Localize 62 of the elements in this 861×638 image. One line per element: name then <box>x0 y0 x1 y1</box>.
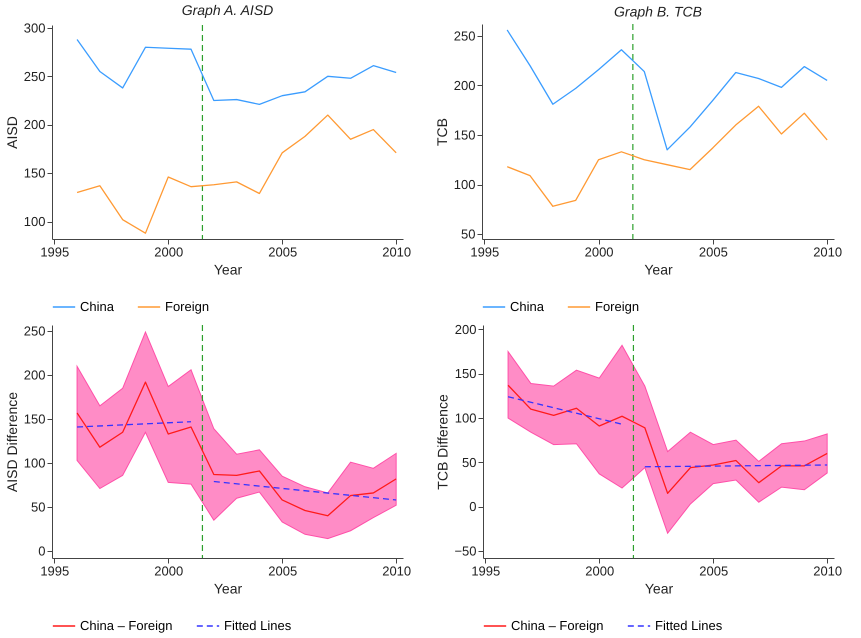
x-tick-label: 1995 <box>470 244 500 260</box>
y-tick-label: 300 <box>24 20 46 36</box>
y-tick-label: 0 <box>469 499 476 514</box>
y-tick-label: 150 <box>24 166 46 181</box>
x-tick-label: 2000 <box>154 564 184 578</box>
y-tick-label: 100 <box>24 214 46 230</box>
x-tick-label: 1995 <box>40 564 70 578</box>
y-tick-label: 250 <box>454 28 476 44</box>
y-tick-label: 50 <box>31 500 46 515</box>
y-tick-label: 250 <box>24 324 46 339</box>
y-tick-label: −50 <box>454 543 476 558</box>
line-series <box>506 106 828 207</box>
y-axis-title: TCB <box>434 118 450 146</box>
x-tick-label: 2005 <box>698 244 728 260</box>
y-tick-label: 150 <box>454 127 476 142</box>
y-tick-label: 200 <box>24 368 46 383</box>
y-tick-label: 200 <box>454 78 476 93</box>
legend-label: China <box>80 299 115 314</box>
y-tick-label: 100 <box>24 456 46 471</box>
legend-label: Fitted Lines <box>224 618 292 633</box>
line-series <box>506 29 828 150</box>
x-tick-label: 2005 <box>699 564 728 578</box>
chart-title: Graph A. AISD <box>182 2 274 18</box>
y-axis-title: AISD Difference <box>4 392 20 492</box>
y-tick-label: 50 <box>461 226 476 242</box>
x-tick-label: 1995 <box>471 564 500 578</box>
x-tick-label: 1995 <box>40 244 70 260</box>
x-tick-label: 2000 <box>585 564 614 578</box>
legend-label: Fitted Lines <box>655 618 723 633</box>
x-tick-label: 2000 <box>154 244 184 260</box>
x-tick-label: 2000 <box>584 244 614 260</box>
x-axis-title: Year <box>644 580 674 596</box>
y-tick-label: 100 <box>454 177 476 192</box>
x-axis-title: Year <box>214 580 242 596</box>
y-tick-label: 0 <box>38 543 46 558</box>
x-tick-label: 2005 <box>268 564 298 578</box>
y-axis-title: TCB Difference <box>434 394 450 490</box>
legend-label: Foreign <box>165 299 210 314</box>
y-tick-label: 100 <box>454 410 476 426</box>
x-tick-label: 2010 <box>813 244 842 260</box>
legend-label: China <box>510 299 545 314</box>
legend-label: China – Foreign <box>80 618 172 633</box>
x-tick-label: 2010 <box>813 564 842 578</box>
line-series <box>507 384 828 494</box>
y-tick-label: 250 <box>24 68 46 84</box>
line-series <box>76 382 397 516</box>
x-tick-label: 2005 <box>268 244 298 260</box>
line-series <box>76 38 397 106</box>
x-tick-label: 2010 <box>382 244 412 260</box>
y-tick-label: 50 <box>462 454 476 470</box>
line-series <box>76 114 397 234</box>
y-tick-label: 200 <box>24 117 46 132</box>
y-tick-label: 150 <box>454 366 476 382</box>
legend-label: Foreign <box>595 299 640 314</box>
x-axis-title: Year <box>644 262 673 278</box>
y-tick-label: 150 <box>24 412 46 427</box>
x-axis-title: Year <box>214 262 242 278</box>
legend-label: China – Foreign <box>511 618 604 633</box>
x-tick-label: 2010 <box>382 564 412 578</box>
y-tick-label: 200 <box>454 322 476 337</box>
y-axis-title: AISD <box>4 116 20 149</box>
chart-title: Graph B. TCB <box>614 3 702 20</box>
